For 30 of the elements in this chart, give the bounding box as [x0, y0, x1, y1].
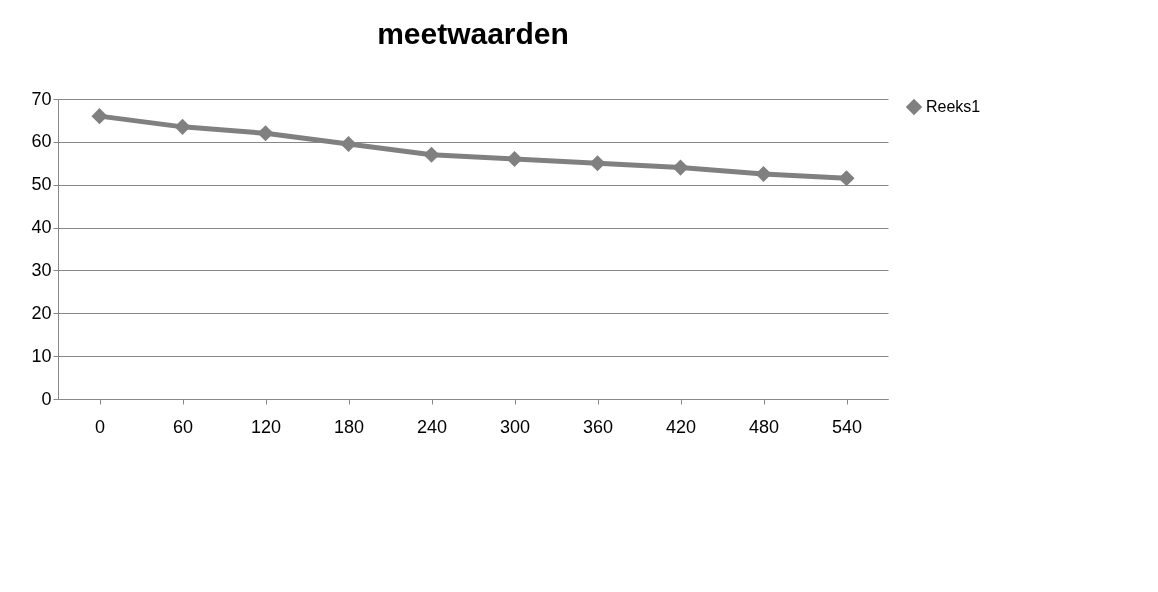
point — [257, 125, 274, 142]
point — [838, 170, 855, 187]
point — [91, 108, 108, 125]
point — [755, 165, 772, 183]
y-tick-label: 60 — [31, 131, 52, 152]
y-tick-label: 10 — [31, 345, 52, 366]
chart-title: meetwaarden — [377, 17, 569, 50]
x-tick-label: 420 — [665, 416, 697, 437]
y-tick-label: 0 — [41, 388, 52, 409]
y-tick-label: 50 — [31, 174, 52, 195]
point — [672, 159, 689, 176]
x-tick-label: 300 — [499, 416, 531, 437]
point — [589, 155, 606, 172]
y-tick-label: 70 — [31, 88, 52, 109]
x-tick-label: 180 — [333, 416, 365, 437]
x-tick-label: 120 — [250, 416, 282, 437]
x-tick-label: 360 — [582, 416, 614, 437]
x-tick-label: 540 — [831, 416, 863, 437]
y-tick-label: 40 — [31, 217, 52, 238]
x-tick-label: 240 — [416, 416, 448, 437]
legend-label: Reeks1 — [926, 98, 981, 115]
point — [340, 135, 357, 153]
x-tick-label: 0 — [94, 416, 106, 437]
point — [506, 150, 523, 168]
y-tick-label: 30 — [31, 259, 52, 280]
point — [174, 118, 191, 135]
point — [423, 146, 440, 163]
x-tick-label: 60 — [172, 416, 194, 437]
x-tick-label: 480 — [748, 416, 780, 437]
y-tick-label: 20 — [31, 302, 52, 323]
